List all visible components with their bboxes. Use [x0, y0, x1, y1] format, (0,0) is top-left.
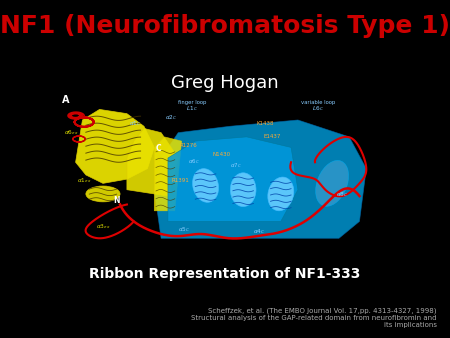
Text: C: C — [156, 144, 162, 153]
Text: A: A — [62, 95, 69, 105]
Ellipse shape — [193, 169, 219, 202]
Ellipse shape — [230, 173, 256, 207]
Text: $\alpha 3_{ex}$: $\alpha 3_{ex}$ — [96, 222, 111, 231]
Text: N1430: N1430 — [212, 152, 230, 157]
Text: Ribbon Representation of NF1-333: Ribbon Representation of NF1-333 — [89, 267, 361, 281]
Text: $\alpha 6_C$: $\alpha 6_C$ — [189, 157, 200, 166]
Polygon shape — [76, 110, 154, 183]
Text: $\alpha 5_C$: $\alpha 5_C$ — [178, 225, 191, 234]
Text: $\alpha 1_{ex}$: $\alpha 1_{ex}$ — [77, 176, 92, 185]
Polygon shape — [154, 137, 182, 211]
Text: $L6_C$: $L6_C$ — [312, 104, 324, 113]
Ellipse shape — [268, 177, 294, 211]
Text: R1391: R1391 — [171, 178, 189, 183]
Text: $\alpha 2_C$: $\alpha 2_C$ — [165, 113, 177, 122]
Text: K1438: K1438 — [257, 121, 274, 126]
Text: N: N — [113, 196, 120, 206]
Ellipse shape — [86, 186, 120, 202]
Text: variable loop: variable loop — [302, 100, 336, 105]
Text: $\alpha 4_C$: $\alpha 4_C$ — [253, 227, 266, 236]
Ellipse shape — [315, 161, 349, 206]
Text: Scheffzek, et al. (The EMBO Journal Vol. 17,pp. 4313-4327, 1998)
Structural anal: Scheffzek, et al. (The EMBO Journal Vol.… — [191, 308, 436, 328]
Polygon shape — [168, 137, 298, 221]
Text: $\alpha 8_C$: $\alpha 8_C$ — [336, 190, 348, 199]
Text: $\alpha 1_C$: $\alpha 1_C$ — [129, 119, 141, 128]
Text: NF1 (Neurofibromatosis Type 1): NF1 (Neurofibromatosis Type 1) — [0, 14, 450, 38]
Polygon shape — [154, 120, 366, 238]
Text: R1276: R1276 — [180, 143, 198, 148]
Text: $L1_C$: $L1_C$ — [186, 104, 198, 113]
Text: E1437: E1437 — [264, 134, 281, 139]
Text: $\alpha 6_{ex}$: $\alpha 6_{ex}$ — [63, 128, 78, 137]
Text: finger loop: finger loop — [178, 100, 206, 105]
Text: $\alpha 7_C$: $\alpha 7_C$ — [230, 162, 241, 170]
Text: Greg Hogan: Greg Hogan — [171, 74, 279, 92]
Polygon shape — [127, 128, 178, 196]
